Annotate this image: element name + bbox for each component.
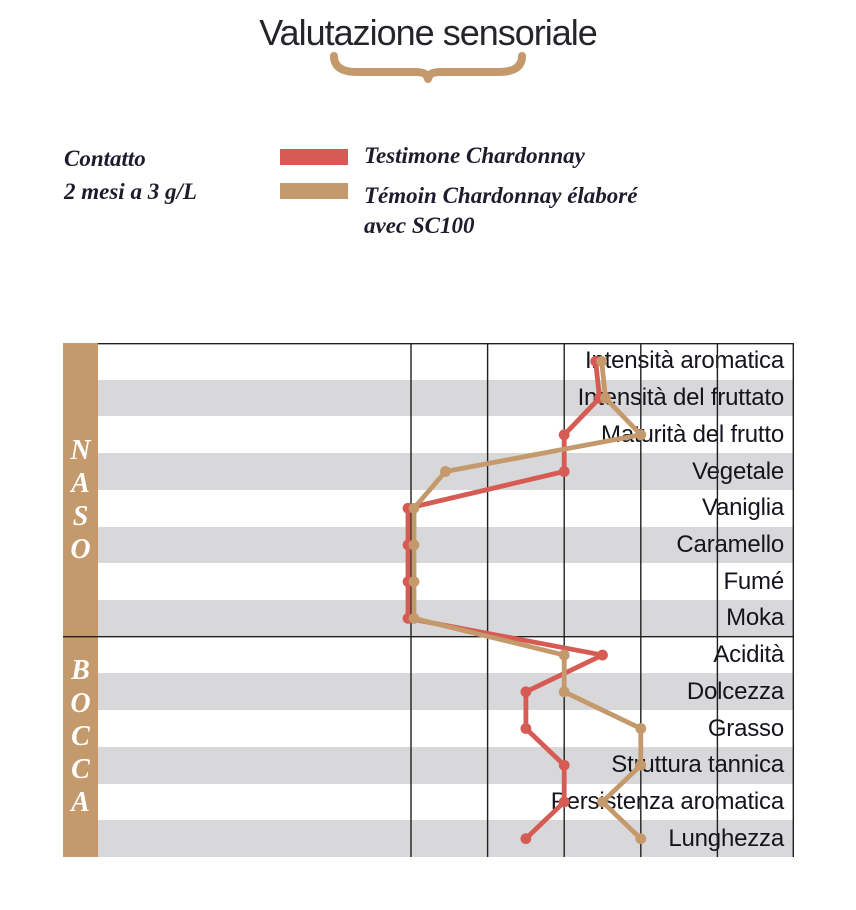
chart-plot — [63, 342, 794, 857]
legend-label-temoin-line2: avec SC100 — [364, 213, 475, 238]
data-point-temoin — [635, 759, 647, 771]
band-letter-bocca: C — [71, 720, 90, 752]
category-row: Lunghezza — [98, 820, 794, 858]
category-label: Fumé — [723, 567, 784, 595]
band-letter-bocca: O — [70, 687, 91, 719]
data-point-testimone — [558, 429, 570, 441]
data-point-temoin — [600, 392, 611, 404]
band-letter-bocca: C — [71, 753, 90, 785]
legend-label-temoin-line1: Témoin Chardonnay élaboré — [364, 183, 638, 208]
category-row: Persistenza aromatica — [98, 783, 794, 821]
data-point-testimone — [558, 466, 570, 477]
data-point-temoin — [596, 355, 608, 367]
series-line-testimone — [405, 358, 605, 842]
data-point-temoin — [408, 539, 420, 551]
data-point-temoin — [635, 833, 647, 845]
data-point-temoin — [408, 502, 420, 514]
data-point-temoin — [440, 466, 451, 477]
category-row: Moka — [98, 600, 794, 637]
legend-contact-line2: 2 mesi a 3 g/L — [64, 179, 197, 204]
band-letter-bocca: B — [71, 654, 90, 686]
band-letter-naso: A — [71, 468, 90, 499]
category-label: Lunghezza — [668, 824, 784, 852]
data-point-testimone — [520, 723, 532, 734]
category-rows: Intensità aromatica Intensità del fruttat… — [98, 343, 794, 858]
data-point-temoin — [635, 429, 647, 441]
legend-contact-line1: Contatto — [64, 146, 146, 171]
legend-swatch-temoin — [280, 183, 348, 199]
data-point-testimone — [520, 833, 532, 845]
category-label: Vaniglia — [701, 494, 784, 522]
data-point-testimone — [597, 649, 608, 661]
data-point-temoin — [558, 649, 570, 661]
page-title: Valutazione sensoriale — [259, 12, 598, 53]
legend-label-temoin: Témoin Chardonnay élaboré avec SC100 — [364, 181, 637, 241]
series-line-temoin — [411, 358, 644, 842]
category-row: Fumé — [98, 563, 794, 601]
data-point-testimone — [558, 759, 570, 771]
band-letter-naso: S — [72, 501, 89, 532]
data-point-testimone — [520, 686, 532, 698]
category-row: Grasso — [98, 710, 794, 747]
category-label: Persistenza aromatica — [550, 787, 784, 815]
category-label: Grasso — [707, 714, 784, 742]
category-row: Dolcezza — [98, 673, 794, 711]
band-letter-bocca: A — [71, 786, 90, 818]
category-row: Intensità del fruttato — [98, 379, 794, 417]
category-label: Dolcezza — [686, 677, 784, 705]
data-point-testimone — [558, 796, 570, 808]
category-row: Acidità — [98, 636, 794, 674]
legend-contact: Contatto 2 mesi a 3 g/L — [64, 142, 197, 208]
data-point-temoin — [408, 612, 420, 624]
band-letter-naso: N — [70, 435, 91, 466]
category-label: Vegetale — [692, 457, 784, 485]
category-label: Moka — [726, 604, 784, 632]
category-label: Intensità aromatica — [585, 347, 784, 375]
underbrace-icon — [330, 52, 526, 83]
data-point-temoin — [635, 723, 647, 734]
data-point-temoin — [408, 576, 420, 588]
data-point-temoin — [558, 686, 570, 698]
category-label: Acidità — [713, 641, 784, 669]
category-row: Intensità aromatica — [98, 343, 794, 380]
legend-label-testimone: Testimone Chardonnay — [364, 143, 585, 168]
category-label: Caramello — [676, 530, 784, 558]
category-row: Vaniglia — [98, 489, 794, 527]
band-letter-naso: O — [70, 534, 91, 565]
data-point-temoin — [597, 796, 608, 808]
legend-swatch-testimone — [280, 149, 348, 165]
category-row: Caramello — [98, 526, 794, 564]
